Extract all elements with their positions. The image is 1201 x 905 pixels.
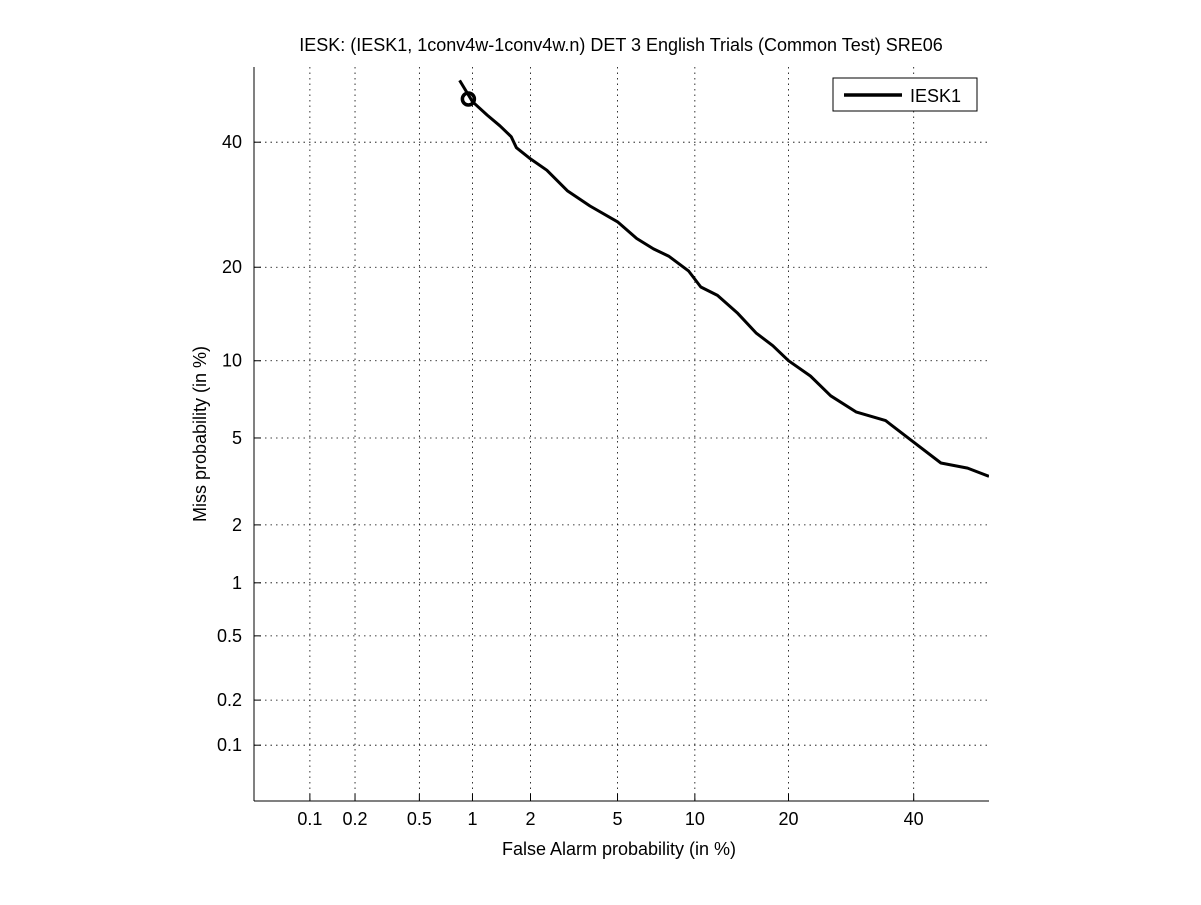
x-tick-label: 5: [613, 809, 623, 829]
x-tick-label: 40: [904, 809, 924, 829]
legend-label-iesk1: IESK1: [910, 86, 961, 106]
x-axis-ticks: 0.1 0.2 0.5 1 2 5 10 20 40: [297, 794, 924, 829]
x-tick-label: 1: [467, 809, 477, 829]
y-tick-label: 0.2: [217, 690, 242, 710]
x-axis-title: False Alarm probability (in %): [502, 839, 736, 859]
x-tick-label: 2: [525, 809, 535, 829]
y-tick-label: 2: [232, 515, 242, 535]
series-layer: [458, 79, 989, 478]
y-tick-label: 0.1: [217, 735, 242, 755]
series-line-iesk1: [458, 79, 989, 478]
y-tick-label: 10: [222, 351, 242, 371]
x-tick-label: 0.2: [343, 809, 368, 829]
x-tick-label: 0.5: [407, 809, 432, 829]
legend: IESK1: [832, 77, 978, 112]
marker-layer: [460, 91, 477, 107]
grid: [254, 67, 989, 801]
axes: [253, 67, 989, 802]
y-tick-label: 40: [222, 132, 242, 152]
y-tick-label: 0.5: [217, 626, 242, 646]
x-tick-label: 0.1: [297, 809, 322, 829]
y-tick-label: 20: [222, 257, 242, 277]
y-tick-label: 1: [232, 573, 242, 593]
y-axis-ticks: 0.1 0.2 0.5 1 2 5 10 20 40: [217, 132, 261, 755]
y-axis-title: Miss probability (in %): [190, 346, 210, 522]
x-tick-label: 20: [778, 809, 798, 829]
operating-point-marker: [460, 91, 477, 107]
chart-title: IESK: (IESK1, 1conv4w-1conv4w.n) DET 3 E…: [299, 35, 943, 55]
y-tick-label: 5: [232, 428, 242, 448]
plot-area: [254, 67, 989, 801]
x-tick-label: 10: [685, 809, 705, 829]
